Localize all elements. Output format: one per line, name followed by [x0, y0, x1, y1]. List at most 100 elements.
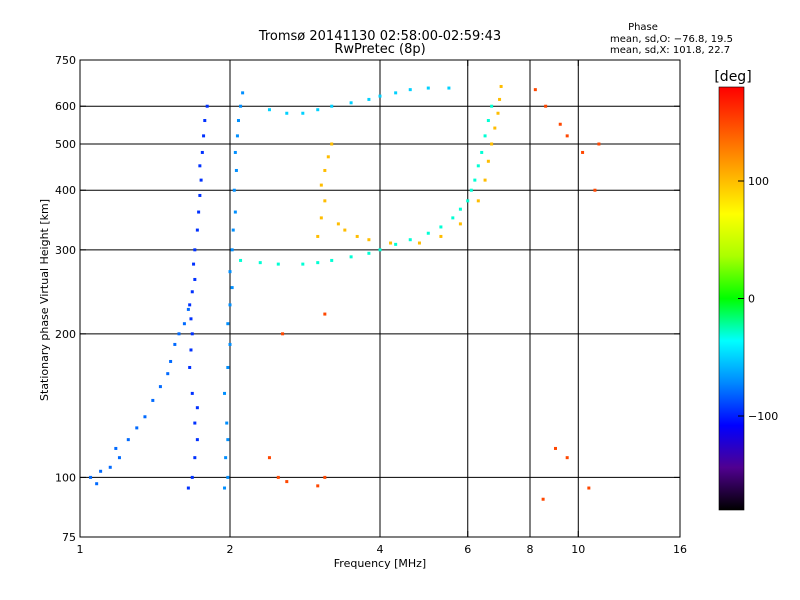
data-point	[169, 359, 173, 363]
data-point	[158, 385, 162, 389]
data-point	[232, 188, 236, 192]
data-point	[190, 475, 194, 479]
data-point	[166, 372, 170, 376]
data-point	[195, 406, 199, 410]
data-point	[193, 277, 197, 281]
data-point	[276, 475, 280, 479]
legend-title: Phase	[628, 22, 658, 33]
data-point	[499, 84, 503, 88]
x-tick-label: 4	[377, 543, 384, 556]
data-point	[193, 456, 197, 460]
data-point	[99, 469, 103, 473]
data-point	[233, 210, 237, 214]
data-point	[473, 178, 477, 182]
data-point	[330, 104, 334, 108]
data-point	[228, 303, 232, 307]
data-point	[199, 178, 203, 182]
chart-title: Tromsø 20141130 02:58:00-02:59:43	[258, 29, 501, 44]
data-point	[483, 178, 487, 182]
data-point	[451, 216, 455, 220]
data-point	[558, 122, 562, 126]
data-point	[597, 142, 601, 146]
data-point	[378, 94, 382, 98]
data-point	[439, 234, 443, 238]
data-point	[496, 111, 500, 115]
x-tick-label: 8	[527, 543, 534, 556]
data-point	[190, 332, 194, 336]
data-point	[230, 248, 234, 252]
data-point	[114, 446, 118, 450]
data-point	[323, 475, 327, 479]
data-point	[239, 104, 243, 108]
data-point	[95, 482, 99, 486]
data-point	[447, 86, 451, 90]
x-tick-label: 1	[77, 543, 84, 556]
y-tick-label: 400	[55, 184, 76, 197]
x-axis-label: Frequency [MHz]	[334, 557, 426, 570]
data-point	[151, 398, 155, 402]
data-point	[323, 312, 327, 316]
data-point	[553, 446, 557, 450]
data-point	[417, 241, 421, 245]
data-point	[267, 456, 271, 460]
data-point	[226, 365, 230, 369]
data-point	[367, 238, 371, 242]
data-point	[343, 228, 347, 232]
data-point	[228, 342, 232, 346]
data-point	[233, 150, 237, 154]
data-point	[200, 150, 204, 154]
data-point	[173, 342, 177, 346]
data-point	[378, 248, 382, 252]
data-point	[205, 104, 209, 108]
data-point	[498, 97, 502, 101]
y-tick-label: 200	[55, 328, 76, 341]
data-point	[426, 86, 430, 90]
data-point	[226, 438, 230, 442]
data-point	[177, 332, 181, 336]
data-point	[486, 119, 490, 123]
y-tick-label: 500	[55, 138, 76, 151]
colorbar-tick-label: 0	[748, 293, 755, 306]
data-point	[581, 150, 585, 154]
data-point	[235, 134, 239, 138]
data-point	[476, 199, 480, 203]
data-point	[195, 228, 199, 232]
data-point	[426, 231, 430, 235]
data-point	[493, 126, 497, 130]
data-point	[394, 91, 398, 95]
data-point	[316, 234, 320, 238]
data-point	[108, 465, 112, 469]
data-point	[188, 365, 192, 369]
data-point	[439, 225, 443, 229]
data-point	[349, 101, 353, 105]
data-point	[258, 261, 262, 265]
data-point	[319, 183, 323, 187]
data-point	[234, 168, 238, 172]
data-point	[326, 155, 330, 159]
data-point	[281, 332, 285, 336]
y-tick-label: 300	[55, 244, 76, 257]
data-point	[469, 188, 473, 192]
data-point	[126, 438, 130, 442]
data-point	[565, 134, 569, 138]
legend-line-o: mean, sd,O: −76.8, 19.5	[610, 34, 733, 45]
data-point	[193, 421, 197, 425]
data-point	[192, 262, 196, 266]
data-point	[225, 421, 229, 425]
data-point	[367, 97, 371, 101]
data-point	[544, 104, 548, 108]
data-point	[202, 134, 206, 138]
data-point	[195, 438, 199, 442]
data-point	[593, 188, 597, 192]
data-point	[276, 262, 280, 266]
x-tick-label: 6	[464, 543, 471, 556]
data-point	[408, 238, 412, 242]
colorbar-label: [deg]	[714, 69, 751, 85]
data-point	[408, 88, 412, 92]
data-point	[367, 251, 371, 255]
data-point	[231, 228, 235, 232]
data-point	[483, 134, 487, 138]
x-tick-label: 10	[571, 543, 585, 556]
data-point	[458, 207, 462, 211]
